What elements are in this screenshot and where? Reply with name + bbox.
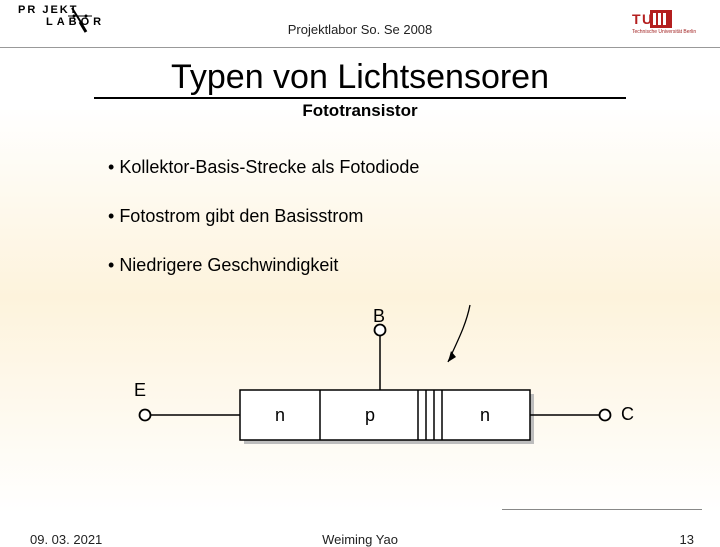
uni-name: Technische Universität Berlin [632,29,702,35]
svg-text:T: T [632,11,641,27]
soldering-iron-icon [68,6,92,36]
svg-text:n: n [480,405,490,425]
svg-text:n: n [275,405,285,425]
bullet-text: Niedrigere Geschwindigkeit [119,255,338,275]
transistor-diagram: n p n E C B [0,300,720,480]
svg-text:U: U [642,11,652,27]
page-subtitle: Fototransistor [0,101,720,121]
svg-text:B: B [373,306,385,326]
bullet-item: • Kollektor-Basis-Strecke als Fotodiode [108,157,720,178]
footer-divider [502,509,702,510]
header: PR JEKT LABOR Projektlabor So. Se 2008 T… [0,0,720,48]
header-course: Projektlabor So. Se 2008 [288,22,433,37]
logo-text-line2: LABOR [46,16,138,28]
tu-logo-icon: T U [632,10,672,28]
svg-text:C: C [621,404,634,424]
svg-text:E: E [134,380,146,400]
bullet-text: Fotostrom gibt den Basisstrom [119,206,363,226]
bullet-list: • Kollektor-Basis-Strecke als Fotodiode … [108,157,720,276]
logo-right: T U Technische Universität Berlin [632,10,702,35]
logo-left: PR JEKT LABOR [18,4,138,28]
bullet-text: Kollektor-Basis-Strecke als Fotodiode [119,157,419,177]
bullet-item: • Fotostrom gibt den Basisstrom [108,206,720,227]
svg-text:p: p [365,405,375,425]
bullet-item: • Niedrigere Geschwindigkeit [108,255,720,276]
page-title: Typen von Lichtsensoren [94,58,626,99]
